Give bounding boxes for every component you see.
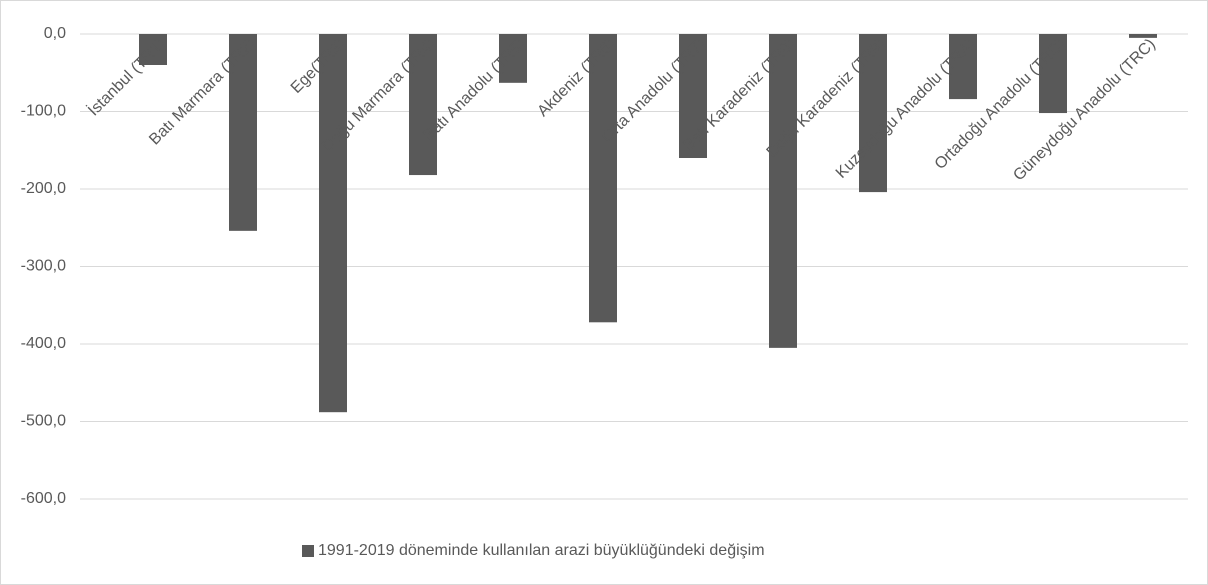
y-tick-label: -200,0 <box>21 180 66 197</box>
y-tick-label: -600,0 <box>21 490 66 507</box>
bar <box>679 34 707 158</box>
bar <box>499 34 527 83</box>
bar <box>859 34 887 193</box>
y-tick-label: 0,0 <box>44 25 66 42</box>
y-tick-label: -500,0 <box>21 413 66 430</box>
bar <box>319 34 347 413</box>
legend-label: 1991-2019 döneminde kullanılan arazi büy… <box>318 542 765 559</box>
y-tick-label: -400,0 <box>21 335 66 352</box>
legend-swatch <box>302 545 314 557</box>
y-tick-label: -100,0 <box>21 103 66 120</box>
bar <box>949 34 977 100</box>
bar <box>589 34 617 323</box>
bar <box>769 34 797 348</box>
bar <box>1129 34 1157 38</box>
bar <box>229 34 257 231</box>
bar <box>1039 34 1067 114</box>
y-tick-label: -300,0 <box>21 258 66 275</box>
bar <box>139 34 167 65</box>
bar <box>409 34 437 176</box>
